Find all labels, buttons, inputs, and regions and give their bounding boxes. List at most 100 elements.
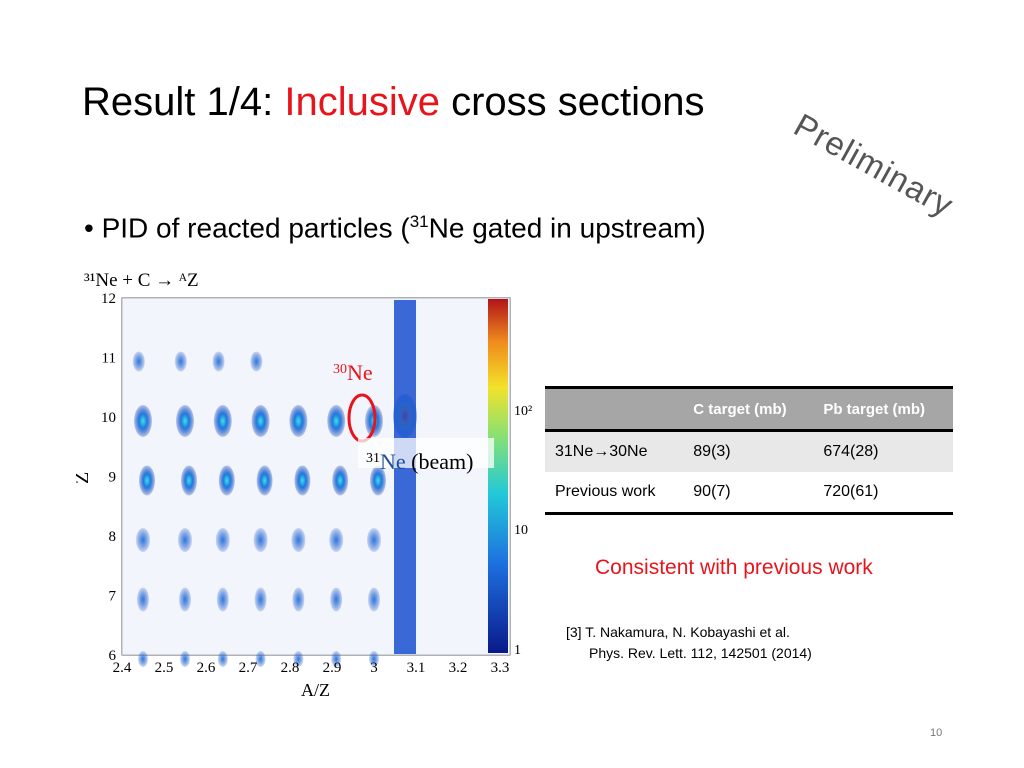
x-tick-label: 3.3 [491,660,510,676]
y-tick-label: 9 [109,470,117,486]
isotope-blob [330,587,343,612]
isotope-blob [215,528,230,552]
bullet-text-b: Ne gated in upstream) [428,212,706,244]
isotope-blob [218,465,235,496]
page-number: 10 [930,727,943,739]
isotope-blob [255,651,266,667]
isotope-blob [139,465,155,496]
table-cell: 89(3) [683,430,814,472]
y-tick-label: 8 [109,529,117,545]
reference-line-1: [3] T. Nakamura, N. Kobayashi et al. [566,624,790,640]
ne31-label: 31Ne (beam) [366,449,473,474]
isotope-blob [180,651,190,667]
bullet-item: • PID of reacted particles (31Ne gated i… [84,212,706,244]
x-tick-label: 3 [370,660,378,676]
isotope-blob [256,465,273,496]
table-cell: 720(61) [813,472,953,515]
colorbar-tick-10: 10 [514,523,528,538]
y-tick-label: 11 [102,351,116,367]
reaction-title: ³¹Ne + C → ᴬZ [84,270,199,291]
consistency-note: Consistent with previous work [595,556,873,579]
colorbar-tick-1: 1 [514,643,521,658]
x-tick-label: 2.9 [323,660,342,676]
isotope-blob [138,651,148,667]
isotope-blob [291,528,306,552]
y-axis-label: Z [76,472,93,484]
isotope-blob [332,465,349,496]
x-tick-label: 2.7 [239,660,258,676]
isotope-blob [176,405,194,437]
isotope-blob [132,351,145,372]
isotope-blob [293,651,304,667]
x-ticks: 2.4 2.5 2.6 2.7 2.8 2.9 3 3.1 3.2 3.3 [113,660,510,676]
ne31-element: Ne [380,449,406,474]
x-tick-label: 2.8 [281,660,300,676]
table-cell: 674(28) [813,430,953,472]
isotope-blob [217,651,228,667]
isotope-blob [327,405,346,437]
isotope-blob [216,587,229,612]
isotope-blob [292,587,305,612]
isotope-blob [294,465,311,496]
isotope-blob [370,465,386,496]
slide-title: Result 1/4: Inclusive cross sections [82,80,704,125]
table-cell: 31Ne→30Ne [545,430,684,472]
y-tick-label: 7 [109,589,117,605]
table-cell: Previous work [545,472,684,515]
x-tick-label: 2.6 [197,660,216,676]
isotope-blob [250,351,263,372]
x-tick-label: 3.1 [407,660,426,676]
y-tick-label: 12 [101,291,116,307]
isotope-blob [254,587,267,612]
isotope-blob [289,405,308,437]
isotope-blob [178,528,192,552]
title-prefix: Result 1/4: [82,80,285,124]
isotope-blob [329,528,344,552]
isotope-blob [134,405,152,437]
reference: [3] T. Nakamura, N. Kobayashi et al. Phy… [566,622,812,664]
bullet-sup: 31 [409,212,429,231]
table-row: Previous work 90(7) 720(61) [545,472,953,515]
isotope-blob [369,651,379,667]
beam-band [394,300,416,654]
plot-area [121,297,511,667]
ne31-mass: 31 [366,451,380,466]
preliminary-stamp: Preliminary [788,106,960,224]
isotope-blobs [132,351,417,667]
ne30-element: Ne [347,360,373,385]
isotope-blob [181,465,197,496]
isotope-blob [251,405,270,437]
x-tick-label: 2.4 [113,660,132,676]
table-header-row: C target (mb) Pb target (mb) [545,386,953,432]
ne30-label: 30Ne [333,360,373,385]
isotope-blob [179,587,191,612]
x-axis-label: A/Z [301,680,330,700]
ne31-suffix: (beam) [406,449,474,474]
isotope-blob [331,651,342,667]
x-tick-label: 3.2 [449,660,468,676]
table-cell: 90(7) [683,472,814,515]
beam-label-bg [358,438,494,468]
isotope-blob [213,405,232,437]
pid-plot: ³¹Ne + C → ᴬZ 10² 10 1 2.4 2.5 2.6 2.7 2.8 2.… [76,270,532,700]
isotope-blob [136,528,150,552]
y-tick-label: 10 [101,410,116,426]
isotope-blob [253,528,268,552]
cross-section-table: C target (mb) Pb target (mb) 31Ne→30Ne 8… [545,386,953,515]
title-highlight: Inclusive [284,80,440,124]
table-header: C target (mb) [683,386,814,432]
isotope-blob [367,528,381,552]
title-suffix: cross sections [439,80,705,124]
table-header: Pb target (mb) [813,386,953,432]
isotope-blob [212,351,225,372]
bullet-symbol: • [84,212,94,244]
reference-line-2: Phys. Rev. Lett. 112, 142501 (2014) [589,645,812,661]
bullet-text-a: PID of reacted particles ( [101,212,410,244]
y-ticks: 6 7 8 9 10 11 12 [101,291,117,664]
y-tick-label: 6 [109,648,117,664]
isotope-blob [174,351,187,372]
isotope-blob [368,587,380,612]
colorbar [488,299,508,653]
colorbar-tick-100: 10² [514,404,532,419]
ne30-mass: 30 [333,362,347,377]
